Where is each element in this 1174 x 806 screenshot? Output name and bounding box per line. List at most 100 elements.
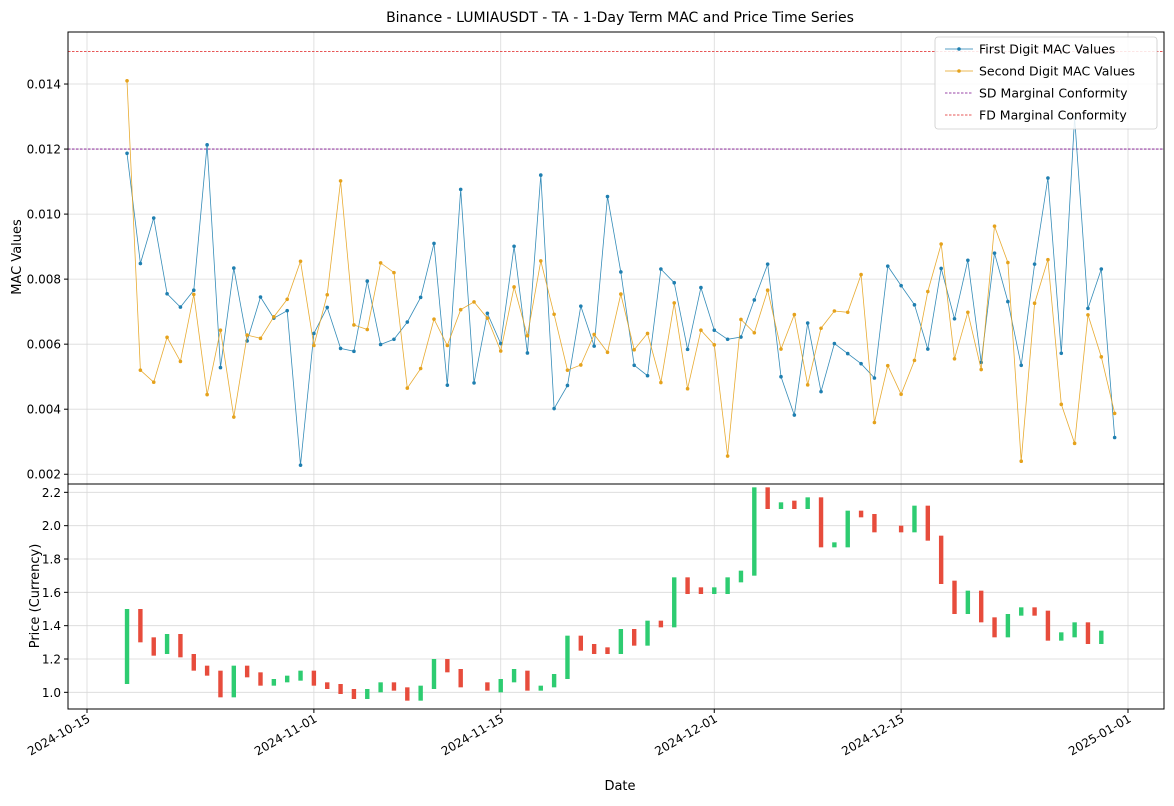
data-point — [325, 305, 330, 310]
data-point — [966, 310, 970, 315]
mac-y-tick-label: 0.004 — [27, 403, 61, 417]
data-point — [605, 194, 610, 199]
data-point — [458, 307, 463, 312]
data-point — [178, 359, 183, 364]
candle — [925, 505, 931, 541]
data-point — [178, 305, 183, 309]
data-point — [1019, 459, 1024, 464]
x-axis-label: Date — [604, 779, 635, 794]
mac-y-axis-label: MAC Values — [10, 219, 25, 295]
data-point — [125, 151, 129, 156]
candle — [872, 514, 877, 533]
candle — [191, 654, 196, 671]
data-point — [952, 317, 957, 321]
data-point — [138, 368, 143, 372]
data-point — [1006, 299, 1010, 304]
data-point — [872, 420, 877, 425]
candle — [658, 620, 664, 628]
candle — [1059, 632, 1064, 641]
data-point — [765, 288, 770, 292]
data-point — [232, 415, 236, 419]
candle — [778, 502, 784, 509]
data-point — [579, 304, 583, 308]
data-point — [352, 349, 356, 354]
data-point — [565, 383, 570, 388]
data-point — [485, 316, 490, 320]
mac-y-tick-label: 0.006 — [27, 338, 61, 352]
candle — [284, 675, 290, 683]
price-y-tick-label: 1.8 — [42, 553, 61, 567]
data-point — [1086, 313, 1090, 317]
candle — [351, 689, 357, 699]
data-point — [418, 366, 423, 371]
legend-label: First Digit MAC Values — [979, 42, 1115, 57]
data-point — [432, 241, 436, 246]
price-panel: 1.0 1.2 1.4 1.6 1.8 2.0 2.2 2024-10-15 2024-11-0… — [25, 483, 1165, 758]
candle — [365, 689, 370, 699]
data-point — [232, 266, 236, 270]
mac-panel: 0.002 0.004 0.006 0.008 0.010 0.012 0.014 First… — [27, 31, 1165, 485]
data-point — [619, 270, 623, 274]
data-point — [552, 312, 556, 317]
data-point — [966, 258, 970, 263]
data-point — [1006, 260, 1010, 265]
mac-y-tick-label: 0.002 — [27, 468, 61, 482]
data-point — [605, 350, 610, 355]
price-y-axis-label: Price (Currency) — [28, 544, 43, 649]
x-tick-label: 2024-11-15 — [439, 711, 506, 758]
candle — [138, 609, 143, 643]
candle — [618, 629, 624, 654]
candle — [805, 497, 810, 509]
data-point — [779, 347, 783, 351]
data-point — [899, 392, 903, 397]
data-point — [258, 336, 263, 341]
data-point — [992, 224, 997, 228]
data-point — [659, 380, 663, 385]
data-point — [125, 78, 129, 83]
candle — [672, 577, 677, 628]
data-point — [565, 368, 570, 372]
candle — [458, 669, 463, 688]
candle — [391, 682, 397, 691]
data-point — [725, 337, 730, 342]
legend-label: SD Marginal Conformity — [979, 86, 1128, 101]
candle — [538, 685, 543, 691]
candle — [605, 647, 610, 654]
data-point — [525, 351, 530, 355]
data-point — [1112, 411, 1117, 416]
price-y-tick-label: 1.4 — [42, 619, 61, 633]
candle — [1032, 607, 1037, 616]
candle — [992, 617, 997, 638]
data-point — [405, 320, 410, 324]
data-point — [245, 333, 249, 337]
data-point — [338, 346, 343, 351]
mac-y-tick-label: 0.014 — [27, 78, 61, 92]
candle — [645, 620, 650, 646]
data-point — [699, 328, 703, 332]
price-plot-frame — [67, 483, 1165, 710]
data-point — [832, 309, 837, 313]
data-point — [498, 341, 503, 346]
data-point — [579, 363, 583, 367]
data-point — [805, 321, 810, 325]
data-point — [378, 342, 383, 347]
data-point — [632, 347, 636, 352]
data-point — [1046, 176, 1050, 180]
price-y-tick-label: 2.0 — [42, 519, 61, 533]
x-tick-label: 2024-10-15 — [25, 711, 92, 758]
data-point — [1072, 441, 1077, 446]
x-tick-label: 2024-11-01 — [252, 711, 319, 758]
data-point — [739, 335, 743, 339]
candle — [818, 497, 824, 548]
candle — [244, 665, 250, 678]
data-point — [685, 347, 690, 352]
data-point — [1032, 262, 1037, 266]
candle — [1072, 622, 1077, 638]
price-y-tick-label: 1.6 — [42, 586, 61, 600]
data-point — [779, 374, 783, 379]
data-point — [472, 300, 476, 304]
candle — [591, 644, 597, 654]
data-point — [926, 289, 930, 294]
